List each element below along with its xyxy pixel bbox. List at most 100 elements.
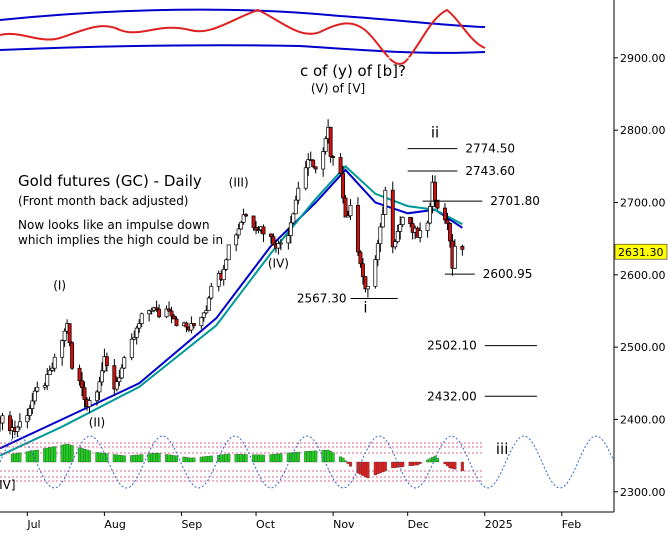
- indicator-bar: [53, 446, 57, 463]
- x-tick-label: Sep: [181, 518, 202, 531]
- y-tick-label: 2500.00: [620, 341, 666, 354]
- price-candle: [356, 197, 360, 256]
- y-tick-label: 2400.00: [620, 413, 666, 426]
- wave-labels: (I) (II) (III) (IV) (V) of [V] c of (y) of [b…: [0, 62, 508, 492]
- candle-body: [348, 204, 353, 217]
- price-level: 2701.80: [422, 194, 540, 208]
- candle-body: [443, 207, 447, 221]
- candle-body: [189, 323, 194, 331]
- candle-body: [241, 214, 246, 223]
- price-candle: [244, 213, 249, 217]
- y-tick-label: 2900.00: [620, 52, 666, 65]
- y-tick-label: 2600.00: [620, 269, 666, 282]
- candle-body: [119, 367, 124, 379]
- candle-body: [129, 338, 134, 358]
- candle-body: [261, 226, 266, 235]
- price-candle: [331, 155, 336, 166]
- indicator-bar: [140, 454, 144, 463]
- candle-body: [52, 356, 57, 369]
- x-tick-label: Dec: [408, 518, 429, 531]
- price-candle: [209, 282, 214, 300]
- indicator-bar: [35, 449, 39, 463]
- price-candle: [154, 300, 159, 312]
- price-candle: [139, 312, 144, 328]
- price-candle: [184, 321, 189, 333]
- candle-body: [70, 342, 75, 369]
- candle-body: [206, 297, 211, 311]
- candle-body: [323, 138, 328, 152]
- y-tick-label: 2800.00: [620, 124, 666, 137]
- wave-label: i: [363, 298, 367, 316]
- price-candle: [251, 215, 256, 231]
- price-candle: [400, 216, 405, 227]
- candle-body: [239, 221, 244, 230]
- chart-subtitle: (Front month back adjusted): [18, 194, 189, 208]
- candle-body: [346, 215, 350, 218]
- candle-body: [288, 222, 293, 236]
- price-candle: [269, 233, 273, 244]
- price-candle: [373, 255, 378, 289]
- candle-body: [42, 385, 47, 388]
- wave-label: (III): [229, 176, 249, 190]
- candle-body: [452, 245, 457, 269]
- candle-body: [137, 323, 142, 329]
- price-candle: [77, 364, 82, 386]
- moving-averages: [0, 164, 463, 457]
- price-candle: [278, 239, 283, 251]
- x-tick-label: 2025: [485, 518, 513, 531]
- candle-body: [80, 380, 84, 389]
- candle-body: [291, 213, 296, 224]
- price-candle: [443, 203, 447, 224]
- candle-body: [435, 199, 440, 209]
- price-level-label: 2600.95: [483, 267, 533, 281]
- price-candle: [60, 339, 65, 366]
- price-candle: [87, 396, 92, 414]
- price-level-label: 2701.80: [490, 194, 540, 208]
- wave-label: (V) of [V]: [311, 82, 365, 96]
- top-band-upper: [0, 8, 486, 28]
- candle-body: [278, 242, 283, 245]
- price-candle: [358, 250, 363, 268]
- candle-body: [254, 227, 258, 231]
- y-tick-label: 2300.00: [620, 486, 666, 499]
- price-candle: [172, 314, 176, 320]
- price-candle: [234, 233, 239, 252]
- candle-body: [226, 244, 231, 261]
- candle-body: [418, 230, 423, 238]
- price-candle: [293, 195, 298, 215]
- indicator-bar: [122, 455, 126, 463]
- x-axis-ticks: Jul Aug Sep Oct Nov Dec 2025 Feb: [26, 512, 581, 531]
- candle-body: [393, 241, 398, 248]
- candle-body: [104, 356, 109, 366]
- candle-body: [201, 312, 206, 318]
- indicator-bar: [296, 451, 300, 463]
- price-candle: [346, 210, 350, 218]
- candle-body: [373, 259, 378, 287]
- indicator-bar: [435, 457, 440, 463]
- candle-body: [338, 157, 343, 174]
- candle-body: [99, 370, 104, 383]
- price-candle: [328, 126, 333, 163]
- price-candle: [425, 220, 430, 238]
- x-tick-label: Aug: [104, 518, 125, 531]
- price-candle: [323, 136, 328, 155]
- price-candles: [0, 119, 465, 439]
- price-candle: [363, 276, 368, 293]
- price-candle: [164, 305, 169, 319]
- price-candle: [134, 325, 139, 345]
- price-candle: [393, 239, 398, 250]
- price-candle: [276, 240, 281, 255]
- price-level-label: 2743.60: [465, 164, 515, 178]
- price-candle: [343, 194, 348, 218]
- candle-body: [358, 251, 363, 265]
- price-candle: [132, 330, 137, 341]
- price-candle: [408, 216, 413, 228]
- price-candle: [47, 365, 52, 375]
- candle-body: [445, 219, 450, 224]
- price-candle: [224, 258, 229, 271]
- candle-body: [365, 285, 370, 290]
- price-candle: [27, 404, 32, 421]
- price-level-label: 2774.50: [465, 142, 515, 156]
- last-price-label: 2631.30: [618, 246, 664, 259]
- indicator-bar: [192, 457, 196, 463]
